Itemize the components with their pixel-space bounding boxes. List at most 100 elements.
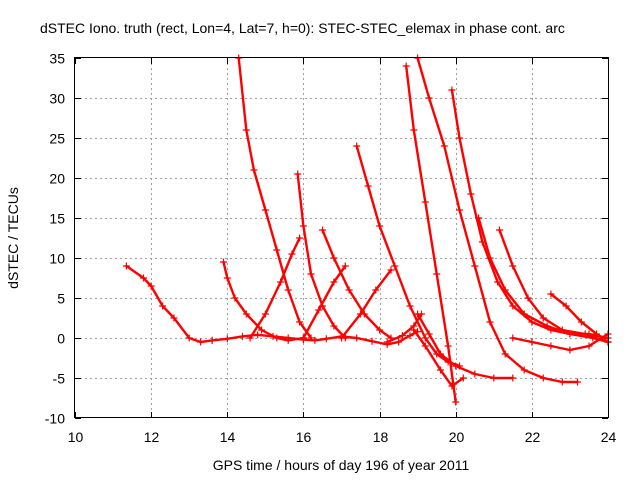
data-point [387, 266, 395, 274]
data-point [376, 222, 384, 230]
data-point [223, 274, 231, 282]
data-point [376, 326, 384, 334]
data-point [353, 142, 361, 150]
data-point [593, 330, 601, 338]
y-tick-label: 5 [57, 291, 65, 307]
series-line [296, 172, 347, 340]
data-point [524, 294, 532, 302]
y-tick-label: -10 [45, 411, 65, 427]
data-point [140, 274, 147, 282]
data-point [471, 262, 479, 270]
data-point [159, 302, 167, 310]
series-line [511, 332, 610, 352]
data-point [197, 338, 205, 346]
data-point [185, 334, 193, 342]
data-point [231, 294, 239, 302]
data-series-group [402, 62, 460, 406]
data-series [122, 54, 612, 406]
x-tick-label: 22 [525, 429, 541, 445]
series-line [237, 56, 313, 340]
data-point [440, 142, 448, 150]
data-point [490, 374, 498, 382]
y-axis-label: dSTEC / TECUs [5, 187, 21, 289]
data-point [353, 334, 361, 342]
y-tick-label: 30 [49, 91, 65, 107]
data-point [585, 342, 593, 350]
x-tick-label: 24 [601, 429, 617, 445]
x-tick-label: 16 [296, 429, 312, 445]
data-point [452, 362, 460, 370]
data-point [299, 222, 307, 230]
y-tick-labels: -10 -5 0 5 10 15 20 25 30 35 [45, 51, 65, 427]
data-point [406, 302, 414, 310]
chart-title: dSTEC Iono. truth (rect, Lon=4, Lat=7, h… [40, 20, 565, 36]
data-point [437, 366, 444, 374]
data-series-group [246, 234, 304, 342]
series-line [302, 264, 347, 340]
x-tick-label: 18 [373, 429, 389, 445]
data-point [452, 398, 460, 406]
data-point [421, 342, 429, 350]
data-point [277, 278, 285, 286]
data-point [543, 322, 551, 330]
data-point [372, 286, 380, 294]
y-tick-label: 25 [49, 131, 65, 147]
data-point [406, 332, 414, 340]
data-point [425, 330, 433, 338]
y-tick-label: 0 [57, 331, 65, 347]
x-tick-label: 20 [449, 429, 465, 445]
data-point [459, 374, 467, 382]
data-series-group [235, 54, 315, 342]
data-point [539, 374, 547, 382]
data-point [254, 331, 262, 339]
data-point [288, 250, 296, 258]
plot-frame [74, 57, 609, 418]
x-tick-label: 10 [68, 429, 84, 445]
data-series-group [448, 86, 612, 342]
data-point [581, 330, 589, 338]
data-point [284, 286, 292, 294]
x-axis-label: GPS time / hours of day 196 of year 2011 [213, 457, 470, 473]
data-point [501, 286, 509, 294]
data-point [307, 334, 315, 342]
data-point [475, 214, 483, 222]
y-tick-label: 15 [49, 211, 65, 227]
data-point [520, 310, 528, 318]
x-tick-label: 12 [144, 429, 160, 445]
data-point [261, 206, 269, 214]
data-point [147, 282, 155, 290]
data-point [528, 338, 536, 346]
series-line [477, 216, 610, 344]
data-point [322, 335, 330, 343]
data-point [577, 318, 585, 326]
axis-ticks [75, 58, 609, 419]
data-point [330, 278, 338, 286]
data-point [319, 226, 326, 234]
data-point [338, 334, 345, 342]
grid-lines [75, 58, 608, 418]
data-point [398, 332, 406, 340]
data-point [562, 302, 570, 310]
data-point [273, 246, 281, 254]
data-point [467, 190, 475, 198]
x-tick-labels: 10 12 14 16 18 20 22 24 [68, 429, 617, 445]
data-point [486, 254, 494, 262]
series-line [498, 228, 610, 344]
data-point [258, 326, 266, 334]
data-point [250, 166, 258, 174]
data-point [170, 314, 178, 322]
data-point [448, 86, 456, 94]
data-point [307, 270, 315, 278]
data-point [547, 290, 555, 298]
y-tick-label: 10 [49, 251, 65, 267]
data-point [364, 182, 372, 190]
data-point [558, 378, 566, 386]
data-point [208, 336, 216, 344]
data-point [421, 198, 429, 206]
y-tick-label: 35 [49, 51, 65, 67]
data-point [273, 334, 281, 342]
data-point [296, 318, 304, 326]
data-point [410, 126, 418, 134]
data-point [539, 314, 547, 322]
